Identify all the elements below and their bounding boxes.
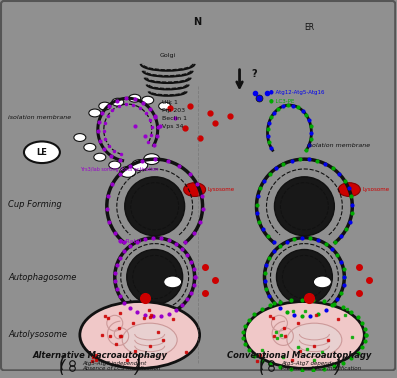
Ellipse shape — [112, 98, 124, 106]
Ellipse shape — [132, 160, 148, 170]
Text: ● LC3-PE: ● LC3-PE — [270, 99, 295, 104]
Text: Autophagosome: Autophagosome — [8, 273, 76, 282]
Ellipse shape — [287, 323, 342, 356]
Text: ): ) — [135, 355, 141, 372]
Text: LE: LE — [37, 148, 47, 157]
Ellipse shape — [122, 323, 177, 356]
Ellipse shape — [24, 141, 60, 163]
Text: ): ) — [135, 359, 141, 377]
Ellipse shape — [84, 143, 96, 151]
Text: ● Atg12-Atg5-Atg16: ● Atg12-Atg5-Atg16 — [270, 90, 325, 95]
Text: ?: ? — [252, 69, 257, 79]
Text: Cup Forming: Cup Forming — [8, 200, 62, 209]
Text: isolation membrane: isolation membrane — [8, 115, 71, 120]
Text: ): ) — [334, 355, 341, 372]
Text: ): ) — [334, 359, 341, 377]
Ellipse shape — [125, 177, 185, 236]
Ellipse shape — [80, 302, 200, 369]
Text: Autolysosome: Autolysosome — [8, 330, 67, 339]
Ellipse shape — [99, 102, 111, 110]
Text: Absence of LC3 modification: Absence of LC3 modification — [82, 366, 160, 371]
Ellipse shape — [120, 166, 136, 177]
Ellipse shape — [313, 276, 331, 288]
Text: isolation membrane: isolation membrane — [307, 143, 370, 148]
Text: (: ( — [59, 359, 65, 377]
Text: N: N — [194, 17, 202, 26]
Ellipse shape — [127, 249, 183, 305]
Ellipse shape — [142, 96, 154, 104]
Ellipse shape — [94, 153, 106, 161]
Ellipse shape — [184, 183, 206, 197]
Text: Lysosome: Lysosome — [362, 187, 389, 192]
Text: Ulk 1
Pip 203
Beclin 1
Vps 34: Ulk 1 Pip 203 Beclin 1 Vps 34 — [162, 100, 187, 129]
Ellipse shape — [164, 276, 182, 288]
Ellipse shape — [109, 161, 121, 169]
Text: Atg5-Atg7 dependent: Atg5-Atg7 dependent — [281, 361, 341, 366]
Text: Atg5-Atg7 independent: Atg5-Atg7 independent — [82, 361, 146, 366]
Ellipse shape — [159, 102, 171, 110]
Text: Lysosome: Lysosome — [208, 187, 235, 192]
Text: Conventional Macroautophagy: Conventional Macroautophagy — [227, 351, 372, 360]
Ellipse shape — [274, 177, 334, 236]
Text: ● Rab9: ● Rab9 — [118, 238, 141, 243]
Ellipse shape — [338, 183, 360, 197]
Text: Yrs3/lab sorting /Loss activation: Yrs3/lab sorting /Loss activation — [80, 167, 158, 172]
Text: (: ( — [258, 359, 265, 377]
Ellipse shape — [245, 302, 364, 369]
Text: (: ( — [59, 355, 65, 372]
Text: ER: ER — [304, 23, 314, 32]
Ellipse shape — [129, 94, 141, 102]
Ellipse shape — [144, 154, 160, 164]
Text: (: ( — [258, 355, 265, 372]
Text: Golgi: Golgi — [160, 53, 176, 58]
Text: Alternative Macroautophagy: Alternative Macroautophagy — [32, 351, 167, 360]
Text: Presence of LC3 modification: Presence of LC3 modification — [281, 366, 362, 371]
Ellipse shape — [74, 133, 86, 141]
Ellipse shape — [276, 249, 332, 305]
Ellipse shape — [89, 109, 101, 117]
